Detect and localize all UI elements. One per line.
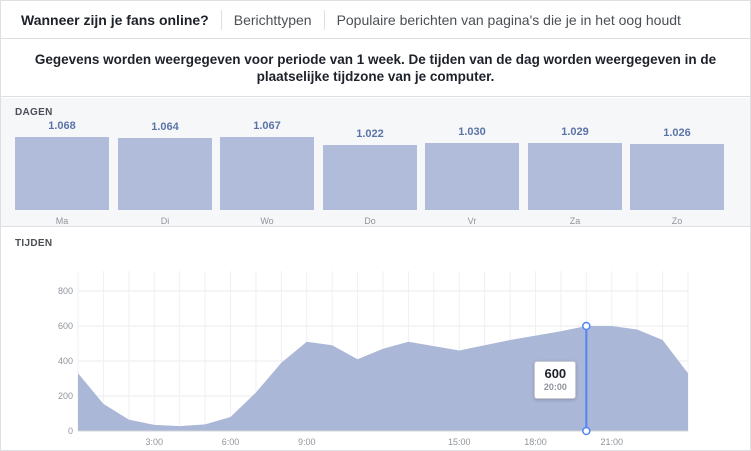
day-bar[interactable] bbox=[118, 138, 212, 210]
day-value: 1.030 bbox=[458, 126, 486, 138]
days-label: DAGEN bbox=[15, 107, 53, 118]
times-label: TIJDEN bbox=[15, 238, 53, 249]
chart-tooltip: 600 20:00 bbox=[534, 360, 577, 399]
day-column: 1.067 Wo bbox=[220, 98, 314, 226]
intro-text: Gegevens worden weergegeven voor periode… bbox=[1, 39, 750, 97]
day-bar[interactable] bbox=[528, 143, 622, 210]
y-tick-label: 600 bbox=[58, 321, 73, 331]
tab-popular-posts[interactable]: Populaire berichten van pagina's die je … bbox=[336, 11, 681, 28]
tab-post-types[interactable]: Berichttypen bbox=[233, 11, 312, 28]
tab-bar: Wanneer zijn je fans online? Berichttype… bbox=[1, 1, 750, 39]
day-name: Di bbox=[160, 216, 170, 226]
y-tick-label: 400 bbox=[58, 356, 73, 366]
tooltip-value: 600 bbox=[544, 365, 567, 381]
day-bar[interactable] bbox=[630, 144, 724, 210]
x-tick-label: 9:00 bbox=[298, 437, 316, 447]
highlight-point-top bbox=[582, 321, 591, 331]
highlight-point-bottom bbox=[582, 426, 591, 436]
x-tick-label: 18:00 bbox=[524, 437, 547, 447]
x-tick-label: 21:00 bbox=[600, 437, 623, 447]
day-name: Za bbox=[569, 216, 581, 226]
day-value: 1.067 bbox=[253, 120, 281, 132]
day-value: 1.026 bbox=[663, 127, 691, 139]
day-name: Vr bbox=[467, 216, 477, 226]
y-tick-label: 0 bbox=[68, 426, 73, 436]
day-bar[interactable] bbox=[323, 145, 417, 210]
day-value: 1.064 bbox=[151, 121, 179, 133]
day-bar[interactable] bbox=[425, 143, 519, 210]
day-name: Zo bbox=[671, 216, 683, 226]
x-tick-label: 3:00 bbox=[145, 437, 163, 447]
x-tick-label: 15:00 bbox=[448, 437, 471, 447]
day-bar[interactable] bbox=[15, 137, 109, 210]
day-column: 1.064 Di bbox=[118, 98, 212, 226]
y-tick-label: 200 bbox=[58, 391, 73, 401]
y-tick-label: 800 bbox=[58, 286, 73, 296]
tab-divider bbox=[220, 9, 222, 30]
times-section: TIJDEN 0 200 400 600 800 3:00 6:00 9:00 15:00 18:… bbox=[1, 227, 750, 450]
times-chart: 0 200 400 600 800 3:00 6:00 9:00 15:00 18:00 21:00 bbox=[58, 271, 689, 447]
day-value: 1.068 bbox=[48, 120, 76, 132]
tab-divider bbox=[323, 9, 325, 30]
day-column: 1.026 Zo bbox=[630, 98, 724, 226]
x-tick-label: 6:00 bbox=[222, 437, 240, 447]
tooltip-time: 20:00 bbox=[543, 381, 567, 392]
day-column: 1.022 Do bbox=[323, 98, 417, 226]
day-column: 1.068 Ma bbox=[15, 98, 109, 226]
day-name: Ma bbox=[55, 216, 69, 226]
area-series bbox=[78, 326, 688, 431]
day-column: 1.029 Za bbox=[528, 98, 622, 226]
day-bar[interactable] bbox=[220, 137, 314, 210]
day-column: 1.030 Vr bbox=[425, 98, 519, 226]
day-name: Do bbox=[364, 216, 376, 226]
day-value: 1.029 bbox=[561, 126, 589, 138]
days-section: DAGEN 1.068 Ma 1.064 Di 1.067 Wo 1.022 Do 1.030 V… bbox=[1, 98, 750, 227]
day-value: 1.022 bbox=[356, 128, 384, 140]
day-name: Wo bbox=[260, 216, 274, 226]
tab-fans-online[interactable]: Wanneer zijn je fans online? bbox=[21, 11, 209, 28]
